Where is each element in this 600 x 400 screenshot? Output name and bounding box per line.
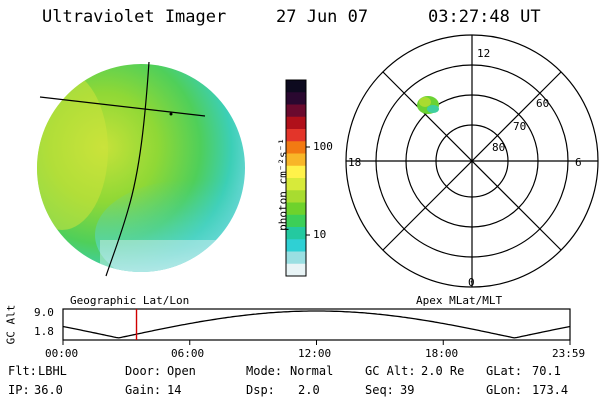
mode-value: Normal: [290, 364, 334, 378]
instrument-title: Ultraviolet Imager: [42, 7, 227, 27]
gain-value: 14: [167, 383, 182, 397]
door-value: Open: [167, 364, 196, 378]
colorbar-segment: [286, 165, 306, 179]
xtick-0600: 06:00: [171, 347, 205, 360]
mlt-label-6: 6: [575, 156, 582, 169]
imager-disk: [37, 61, 245, 277]
glat-label: GLat:: [486, 364, 523, 378]
colorbar-segment: [286, 92, 306, 105]
colorbar-frame: [285, 79, 307, 277]
glon-label: GLon:: [486, 383, 523, 397]
auroral-blob: [417, 96, 439, 114]
xtick-1200: 12:00: [298, 347, 332, 360]
glon-value: 173.4: [532, 383, 569, 397]
colorbar-segment: [286, 239, 306, 252]
colorbar-segment: [286, 129, 306, 142]
colorbar: [285, 79, 307, 277]
colorbar-tick-100: 100: [313, 140, 333, 153]
colorbar-unit-label: photon cm⁻²s⁻¹: [276, 138, 290, 231]
lat-label-70: 70: [513, 120, 527, 133]
mlt-label-0: 0: [468, 276, 475, 289]
colorbar-segment: [286, 178, 306, 191]
colorbar-segment: [286, 263, 306, 277]
colorbar-segment: [286, 141, 306, 154]
colorbar-segment: [286, 190, 306, 203]
colorbar-segment: [286, 80, 306, 93]
gc-alt-ylabel: GC Alt: [4, 304, 18, 345]
door-label: Door:: [125, 364, 162, 378]
geographic-caption: Geographic Lat/Lon: [70, 294, 190, 307]
colorbar-tick-10: 10: [313, 228, 327, 241]
colorbar-segment: [286, 227, 306, 240]
gcalt-value: 2.0 Re: [421, 364, 465, 378]
mode-label: Mode:: [246, 364, 283, 378]
dsp-label: Dsp:: [246, 383, 275, 397]
lat-label-60: 60: [536, 97, 550, 110]
time-label: 03:27:48 UT: [428, 7, 541, 27]
xtick-2359: 23:59: [552, 347, 586, 360]
xtick-0000: 00:00: [45, 347, 79, 360]
ytick-bottom: 1.8: [34, 325, 54, 338]
ip-value: 36.0: [34, 383, 63, 397]
colorbar-segment: [286, 116, 306, 130]
longitude-line: [105, 61, 150, 277]
flt-label: Flt:: [8, 364, 37, 378]
latitude-line: [39, 96, 206, 117]
dsp-value: 2.0: [298, 383, 320, 397]
gain-label: Gain:: [125, 383, 162, 397]
gcalt-label: GC Alt:: [365, 364, 416, 378]
polar-plot: [345, 34, 599, 288]
colorbar-segment: [286, 251, 306, 265]
altitude-curve: [62, 310, 571, 339]
seq-label: Seq:: [365, 383, 394, 397]
ip-label: IP:: [8, 383, 30, 397]
mlt-label-12: 12: [477, 47, 491, 60]
subsatellite-marker: [169, 112, 173, 116]
altitude-plot: [62, 308, 571, 345]
colorbar-segment: [286, 104, 306, 118]
seq-value: 39: [400, 383, 415, 397]
glat-value: 70.1: [532, 364, 561, 378]
colorbar-ticks: [306, 146, 310, 236]
colorbar-segment: [286, 153, 306, 167]
flt-value: LBHL: [38, 364, 67, 378]
date-label: 27 Jun 07: [276, 7, 369, 27]
ytick-top: 9.0: [34, 306, 54, 319]
apex-caption: Apex MLat/MLT: [416, 294, 503, 307]
colorbar-segment: [286, 202, 306, 216]
lat-label-80: 80: [492, 141, 506, 154]
xtick-1800: 18:00: [425, 347, 459, 360]
colorbar-segment: [286, 214, 306, 228]
mlt-label-18: 18: [348, 156, 362, 169]
